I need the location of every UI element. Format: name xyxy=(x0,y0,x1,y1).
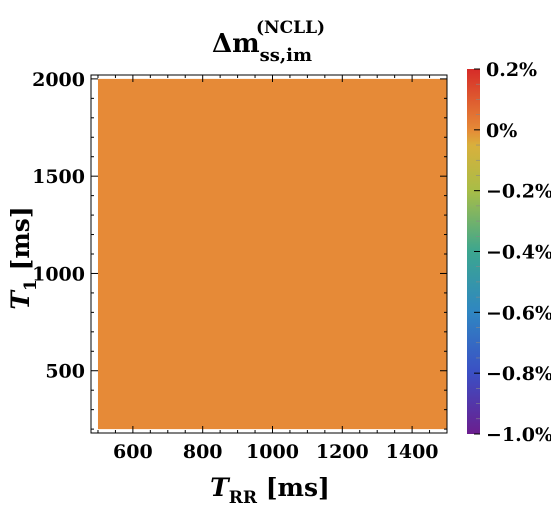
colorbar-ticks: 0.2% 0% −0.2% −0.4% −0.6% −0.8% −1.0% xyxy=(474,59,551,446)
x-tick-label: 1200 xyxy=(316,441,369,463)
colorbar-tick-label: −1.0% xyxy=(486,424,551,446)
colorbar-tick-label: 0% xyxy=(486,120,517,142)
x-axis: 600 800 1000 1200 1400 xyxy=(97,75,448,463)
colorbar-tick-label: −0.4% xyxy=(486,242,551,264)
x-axis-label: TRR [ms] xyxy=(210,473,330,508)
y-axis-label: T1 [ms] xyxy=(6,206,41,309)
x-tick-label: 1400 xyxy=(386,441,439,463)
colorbar-tick-label: −0.2% xyxy=(486,181,551,203)
y-tick-label: 2000 xyxy=(32,69,85,91)
y-axis: 500 1000 1500 2000 xyxy=(32,69,447,430)
y-tick-label: 1500 xyxy=(32,166,85,188)
chart-title-superscript: (NCLL) xyxy=(256,18,325,38)
x-tick-label: 800 xyxy=(183,441,223,463)
y-tick-label: 1000 xyxy=(32,263,85,285)
x-tick-label: 600 xyxy=(113,441,153,463)
colorbar-tick-label: −0.8% xyxy=(486,363,551,385)
chart-title: Δmss,im xyxy=(212,29,312,66)
plot-area: 600 800 1000 1200 1400 500 1000 1500 2000 xyxy=(32,69,448,463)
colorbar-tick-label: 0.2% xyxy=(486,59,537,81)
y-tick-label: 500 xyxy=(45,361,85,383)
x-tick-label: 1000 xyxy=(246,441,299,463)
colorbar-tick-label: −0.6% xyxy=(486,302,551,324)
colorbar: 0.2% 0% −0.2% −0.4% −0.6% −0.8% −1.0% xyxy=(467,59,551,446)
heatmap-field xyxy=(97,78,447,430)
